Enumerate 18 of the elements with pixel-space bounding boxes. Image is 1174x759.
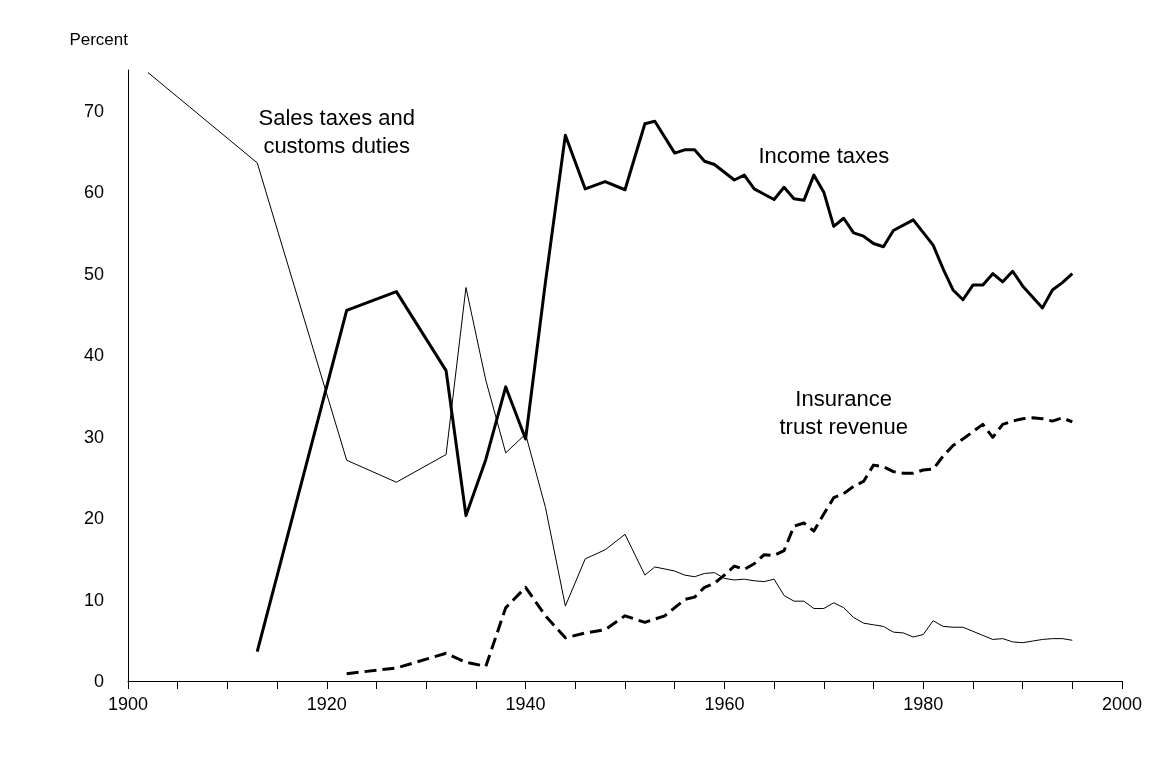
y-tick-label: 40 bbox=[83, 345, 104, 366]
y-tick-label: 30 bbox=[83, 426, 104, 447]
y-tick-label: 70 bbox=[83, 100, 104, 121]
x-tick-label: 1940 bbox=[505, 694, 546, 714]
x-tick-label: 1920 bbox=[306, 694, 347, 714]
y-tick-label: 50 bbox=[83, 263, 104, 284]
series-label: Income taxes bbox=[758, 143, 890, 169]
x-tick-label: 1900 bbox=[107, 694, 149, 714]
x-tick-label: 1980 bbox=[903, 694, 944, 714]
y-tick-label: 20 bbox=[83, 508, 104, 529]
y-tick-label: 60 bbox=[83, 182, 104, 203]
x-tick-label: 2000 bbox=[1101, 694, 1143, 714]
x-tick-label: 1960 bbox=[704, 694, 745, 714]
y-axis-title: Percent bbox=[69, 30, 129, 49]
y-tick-label: 0 bbox=[93, 671, 104, 691]
series-label: Insurance trust revenue bbox=[779, 385, 908, 439]
y-tick-label: 10 bbox=[83, 589, 104, 610]
series-label: Sales taxes and customs duties bbox=[258, 104, 416, 158]
